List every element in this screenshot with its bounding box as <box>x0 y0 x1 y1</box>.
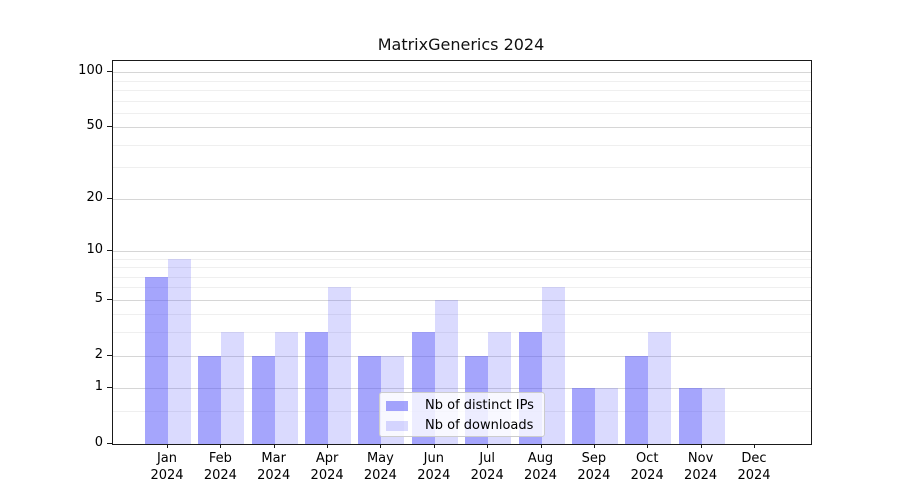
x-tick-label-year-jan: 2024 <box>150 468 184 483</box>
x-tick-label-month-may: May <box>366 451 394 466</box>
bar-downloads-nov <box>701 388 725 444</box>
gridline-major-5 <box>113 299 811 301</box>
plot-area <box>112 60 812 445</box>
bar-distinct-ips-may <box>358 355 382 444</box>
gridline-minor-60 <box>113 112 811 114</box>
legend-label-distinct-ips: Nb of distinct IPs <box>425 398 534 413</box>
gridline-minor-6 <box>113 287 811 289</box>
bar-distinct-ips-mar <box>251 355 275 444</box>
bar-downloads-mar <box>274 332 298 444</box>
x-tick-label-month-mar: Mar <box>261 451 286 466</box>
legend-swatch-downloads <box>386 420 408 431</box>
x-tick-jul <box>487 444 489 448</box>
x-tick-oct <box>647 444 649 448</box>
y-tick-5 <box>107 298 113 300</box>
bar-distinct-ips-jan <box>145 276 168 444</box>
x-tick-sep <box>593 444 595 448</box>
bar-distinct-ips-sep <box>571 388 595 444</box>
gridline-minor-9 <box>113 258 811 260</box>
x-tick-label-year-dec: 2024 <box>737 468 771 483</box>
y-tick-label-1: 1 <box>94 379 103 395</box>
legend-label-downloads: Nb of downloads <box>425 418 534 433</box>
x-tick-label-year-jun: 2024 <box>417 468 451 483</box>
y-tick-1 <box>107 387 113 389</box>
legend-item-distinct-ips: Nb of distinct IPs <box>386 398 544 413</box>
bar-downloads-sep <box>594 388 618 444</box>
x-tick-label-month-jun: Jun <box>423 451 444 466</box>
gridline-minor-80 <box>113 89 811 91</box>
x-tick-label-month-jan: Jan <box>156 451 178 466</box>
bar-downloads-apr <box>328 287 352 444</box>
gridline-minor-30 <box>113 167 811 169</box>
bar-downloads-feb <box>221 332 245 444</box>
x-tick-label-month-feb: Feb <box>208 451 232 466</box>
bar-distinct-ips-oct <box>625 355 649 444</box>
x-tick-label-month-nov: Nov <box>687 451 714 466</box>
bar-distinct-ips-apr <box>305 332 329 444</box>
gridline-major-2 <box>113 355 811 357</box>
x-tick-label-month-oct: Oct <box>635 451 659 466</box>
x-tick-nov <box>700 444 702 448</box>
x-tick-label-year-aug: 2024 <box>523 468 558 483</box>
x-tick-aug <box>540 444 542 448</box>
y-tick-100 <box>107 71 113 73</box>
gridline-minor-3 <box>113 332 811 334</box>
x-tick-label-month-sep: Sep <box>581 451 607 466</box>
gridline-major-100 <box>113 72 811 74</box>
y-tick-20 <box>107 197 113 199</box>
y-tick-label-2: 2 <box>94 346 103 362</box>
y-tick-10 <box>107 249 113 251</box>
gridline-minor-4 <box>113 314 811 316</box>
bar-distinct-ips-feb <box>198 355 222 444</box>
gridline-minor-70 <box>113 100 811 102</box>
legend: Nb of distinct IPs Nb of downloads <box>379 392 545 437</box>
x-tick-label-year-may: 2024 <box>363 468 397 483</box>
gridline-major-1 <box>113 388 811 390</box>
x-tick-label-year-sep: 2024 <box>577 468 611 483</box>
x-tick-label-year-jul: 2024 <box>470 468 504 483</box>
y-tick-0 <box>107 443 113 444</box>
x-tick-label-year-apr: 2024 <box>310 468 344 483</box>
y-tick-label-10: 10 <box>86 241 103 257</box>
gridline-major-20 <box>113 198 811 200</box>
x-tick-label-month-aug: Aug <box>527 451 554 466</box>
chart-title: MatrixGenerics 2024 <box>377 35 545 54</box>
y-tick-label-20: 20 <box>86 189 103 205</box>
legend-swatch-distinct-ips <box>386 400 408 411</box>
gridline-major-50 <box>113 127 811 129</box>
legend-item-downloads: Nb of downloads <box>386 418 544 433</box>
bar-downloads-jan <box>168 258 191 444</box>
y-tick-label-0: 0 <box>94 435 103 450</box>
y-tick-label-50: 50 <box>86 118 103 134</box>
x-tick-jan <box>167 444 168 448</box>
gridline-minor-7 <box>113 276 811 278</box>
x-tick-label-month-apr: Apr <box>315 451 339 466</box>
y-tick-label-5: 5 <box>94 290 103 306</box>
x-tick-label-year-feb: 2024 <box>203 468 237 483</box>
x-tick-jun <box>433 444 435 448</box>
x-tick-feb <box>220 444 222 448</box>
x-tick-label-month-jul: Jul <box>479 451 496 466</box>
x-tick-label-year-oct: 2024 <box>630 468 664 483</box>
x-tick-dec <box>754 444 755 448</box>
y-tick-2 <box>107 354 113 356</box>
bar-downloads-oct <box>648 332 672 444</box>
y-tick-label-100: 100 <box>78 63 103 79</box>
gridline-minor-40 <box>113 144 811 146</box>
y-tick-50 <box>107 126 113 128</box>
bar-downloads-aug <box>541 287 565 444</box>
gridline-minor-8 <box>113 267 811 268</box>
x-tick-label-year-nov: 2024 <box>684 468 718 483</box>
gridline-minor-90 <box>113 80 811 82</box>
bar-distinct-ips-nov <box>678 388 702 444</box>
x-tick-apr <box>327 444 329 448</box>
gridline-major-10 <box>113 250 811 252</box>
x-tick-label-month-dec: Dec <box>741 451 767 466</box>
x-tick-label-year-mar: 2024 <box>257 468 291 483</box>
x-tick-mar <box>273 444 275 448</box>
x-tick-may <box>380 444 382 448</box>
